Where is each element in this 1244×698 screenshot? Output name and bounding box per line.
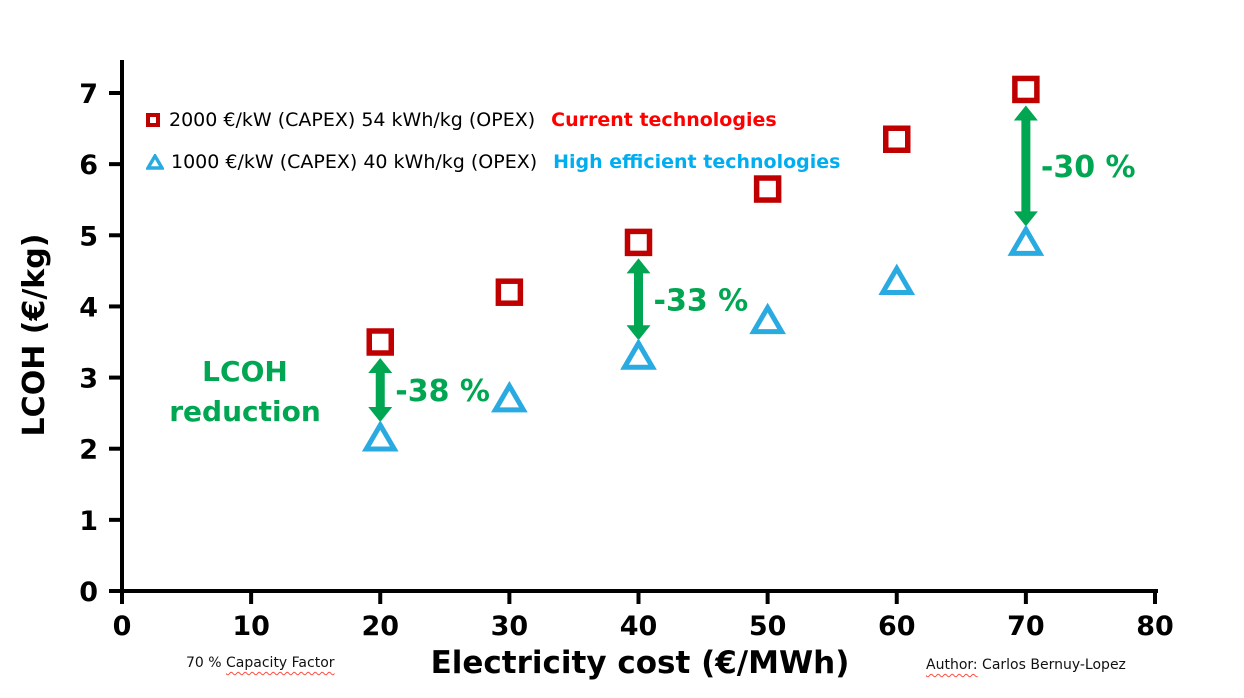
tick-label: 3 [79,364,98,395]
double-arrow-icon [626,258,651,341]
legend-item-current: 2000 €/kW (CAPEX) 54 kWh/kg (OPEX) Curre… [146,99,840,141]
point-high-efficient-50 [749,302,786,335]
point-current-50 [753,175,782,203]
reduction-percent-label: -33 % [654,283,749,318]
capacity-factor-note: 70 % Capacity Factor [186,655,335,671]
tick-label: 10 [232,611,270,642]
tick-label: 70 [1007,611,1045,642]
lcoh-reduction-line1: LCOH [202,355,288,388]
point-current-30 [495,278,524,306]
reduction-percent-label: -38 % [395,374,490,409]
lcoh-reduction-line2: reduction [169,394,321,428]
capacity-factor-term: Capacity Factor [226,655,335,671]
reduction-percent-label: -30 % [1041,150,1136,185]
point-current-70 [1012,75,1040,104]
tick-label: 80 [1136,611,1174,642]
square-outline-icon [146,113,160,127]
reduction-arrow-20: -38 % [368,358,490,423]
tick-label: 7 [79,79,98,110]
point-high-efficient-60 [878,263,916,296]
author-label: Author: [926,657,978,673]
author-note: Author: Carlos Bernuy-Lopez [926,657,1126,673]
capacity-factor-prefix: 70 % [186,655,227,671]
point-current-60 [883,125,911,153]
x-axis: 0 10 20 30 40 50 60 70 80 [113,589,1174,642]
point-current-20 [366,328,394,356]
reduction-arrow-70: -30 % [1013,105,1136,227]
tick-label: 60 [878,611,916,642]
legend-name-high-efficient: High efficient technologies [553,151,841,173]
point-high-efficient-70 [1007,224,1045,256]
point-high-efficient-30 [491,380,528,413]
triangle-outline-icon [146,154,164,170]
double-arrow-icon [368,358,393,423]
tick-label: 5 [79,221,98,252]
tick-label: 1 [79,506,98,537]
y-axis: 0 1 2 3 4 5 6 7 [79,60,124,608]
tick-label: 0 [79,577,98,608]
point-high-efficient-40 [620,338,657,370]
tick-label: 40 [620,611,658,642]
tick-label: 2 [79,435,98,466]
lcoh-reduction-label: LCOH reduction [155,352,335,432]
legend-item-high-efficient: 1000 €/kW (CAPEX) 40 kWh/kg (OPEX) High … [146,141,840,183]
series-high-efficient-technologies [361,224,1045,452]
tick-label: 4 [79,292,98,323]
double-arrow-icon [1013,105,1038,227]
tick-label: 20 [361,611,399,642]
y-axis-title: LCOH (€/kg) [17,233,52,437]
tick-label: 0 [113,611,132,642]
reduction-arrow-40: -33 % [626,258,749,341]
tick-label: 30 [491,611,529,642]
legend-name-current: Current technologies [551,109,777,131]
x-axis-title: Electricity cost (€/MWh) [430,645,850,681]
chart-legend: 2000 €/kW (CAPEX) 54 kWh/kg (OPEX) Curre… [146,99,840,183]
legend-spec-high-efficient: 1000 €/kW (CAPEX) 40 kWh/kg (OPEX) [171,151,538,173]
point-high-efficient-20 [361,420,399,452]
series-current-technologies [366,75,1040,356]
tick-label: 50 [749,611,787,642]
author-name: Carlos Bernuy-Lopez [977,657,1126,673]
legend-spec-current: 2000 €/kW (CAPEX) 54 kWh/kg (OPEX) [169,109,536,131]
point-current-40 [624,228,653,257]
tick-label: 6 [79,150,98,181]
